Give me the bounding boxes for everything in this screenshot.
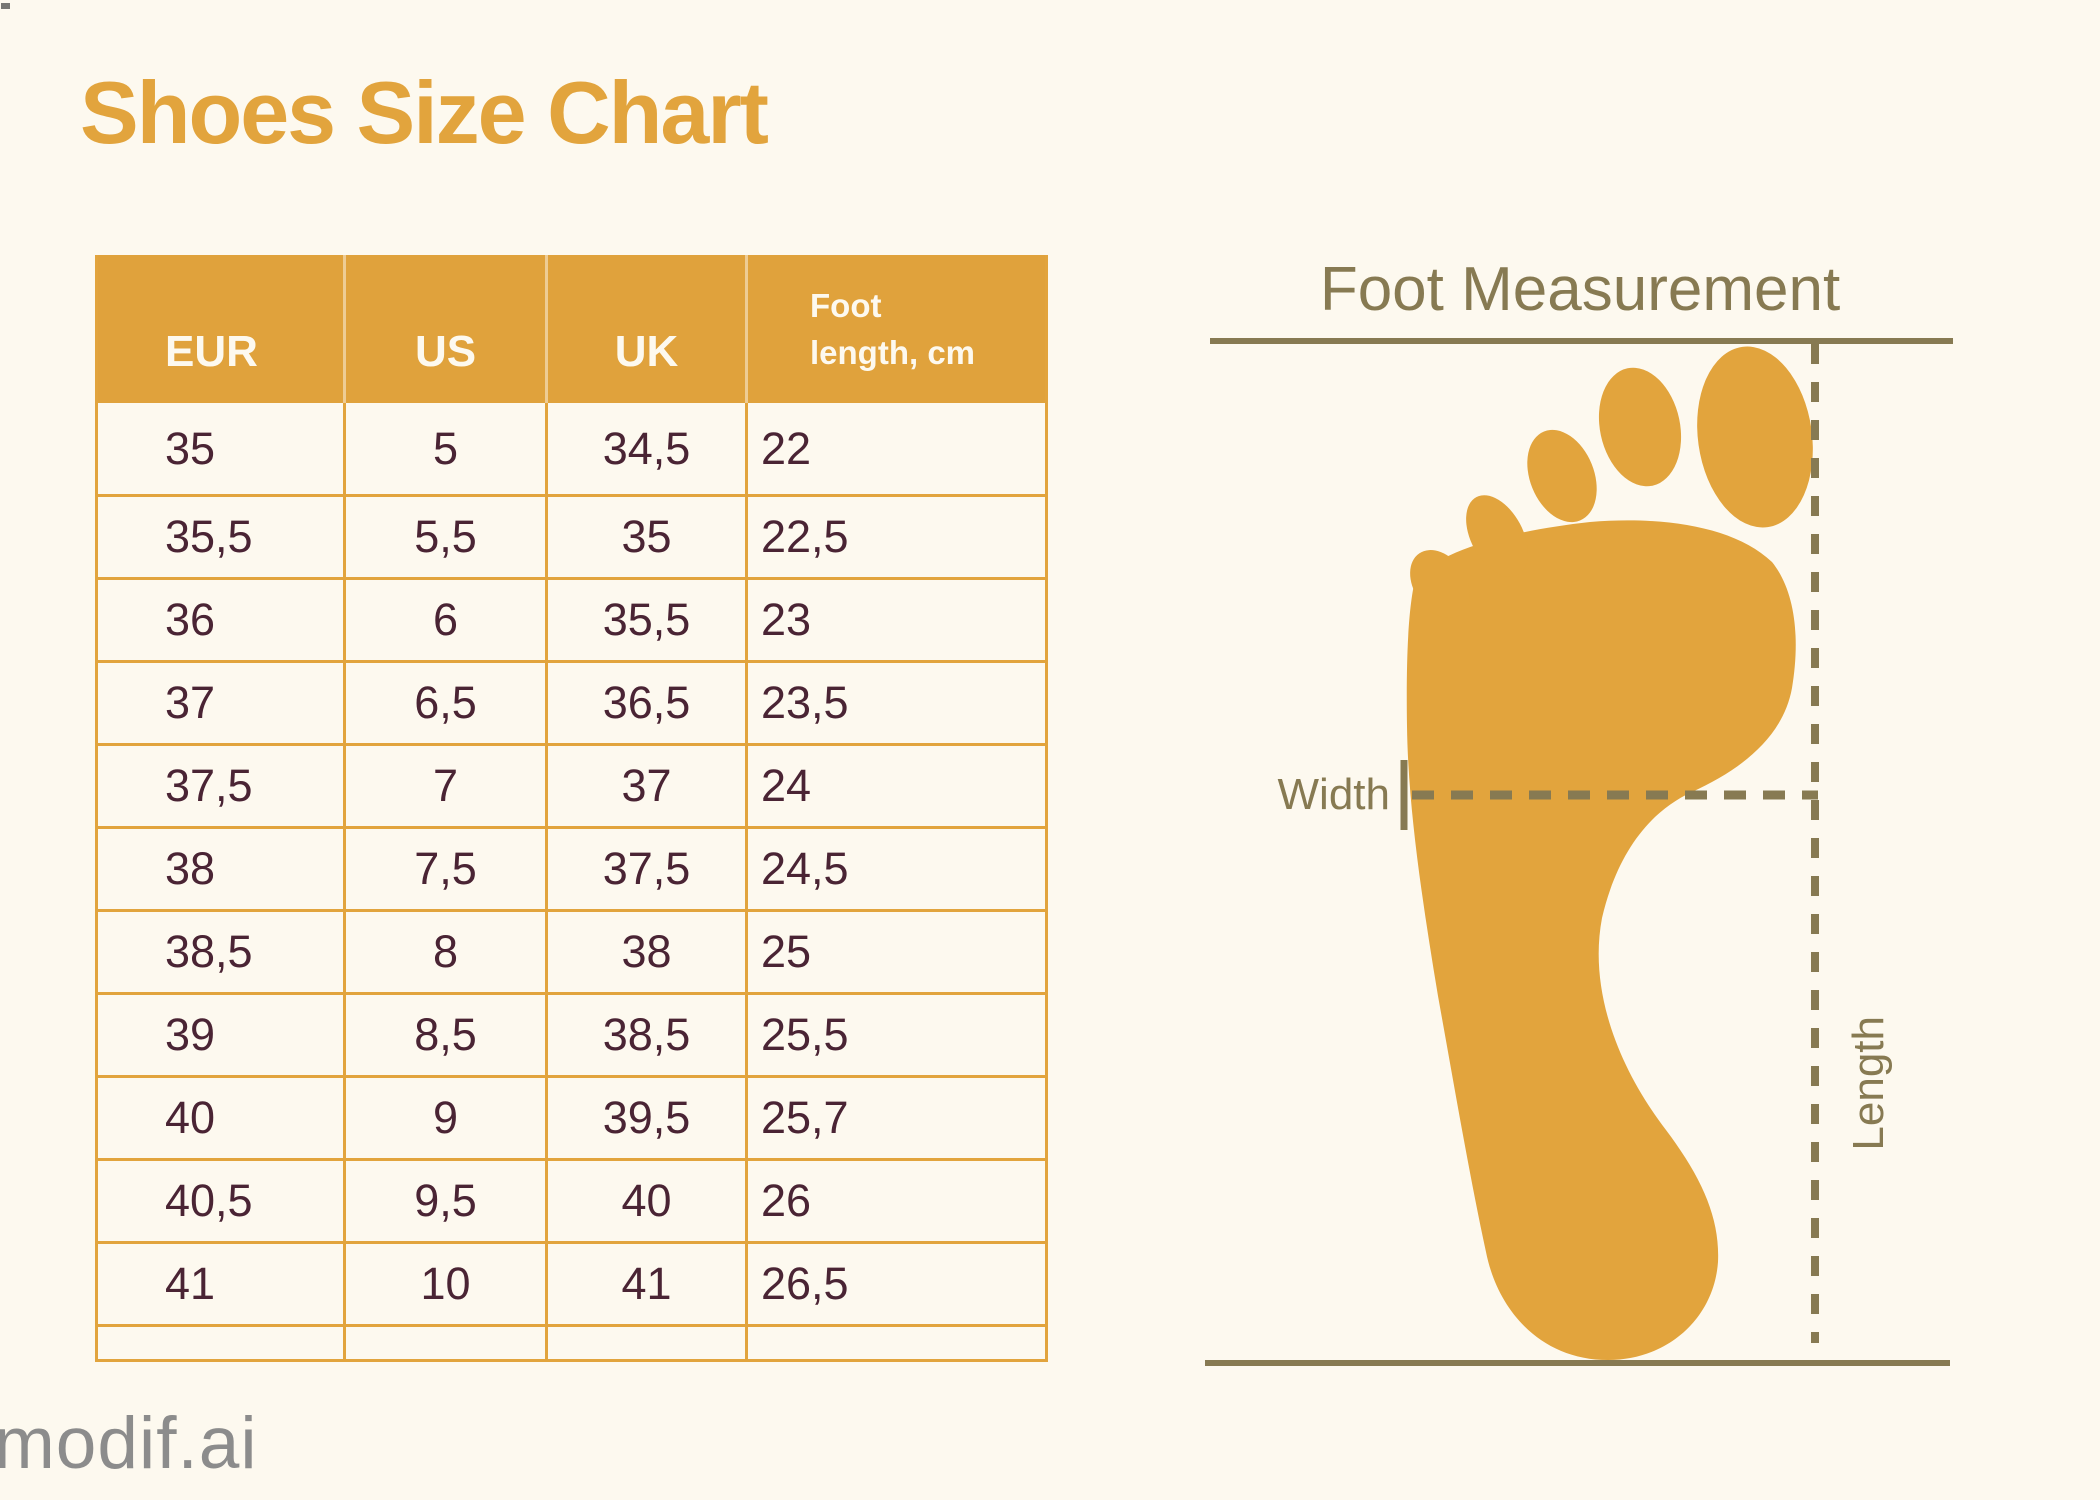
table-cell: 37 (165, 677, 216, 728)
column-header-eur: EUR (165, 327, 258, 376)
watermark: modif.ai (0, 1403, 258, 1484)
column-header-foot-length: Foot length, cm (745, 255, 1045, 403)
third-toe (1527, 429, 1597, 523)
table-cell: 40 (545, 1161, 745, 1241)
table-cell: 35 (165, 422, 216, 474)
table-spacer-cell (545, 1327, 745, 1362)
table-cell: 38,5 (545, 995, 745, 1075)
table-cell: 25 (745, 912, 1045, 992)
table-spacer-row (98, 1327, 1045, 1362)
table-cell: 7,5 (343, 829, 545, 909)
table-cell: 26 (745, 1161, 1045, 1241)
table-row: 40,5 9,5 40 26 (98, 1161, 1045, 1244)
foot-measurement-bottom-rule (1205, 1360, 1950, 1366)
table-cell: 39 (165, 1009, 216, 1060)
table-cell: 35 (545, 497, 745, 577)
table-row: 35,5 5,5 35 22,5 (98, 497, 1045, 580)
table-cell: 37 (545, 746, 745, 826)
footprint-shape (1406, 346, 1813, 1360)
table-row: 38 7,5 37,5 24,5 (98, 829, 1045, 912)
table-cell: 9 (343, 1078, 545, 1158)
table-row: 38,5 8 38 25 (98, 912, 1045, 995)
column-header-foot-length-label: Foot length, cm (810, 287, 976, 371)
foot-sole (1406, 520, 1796, 1360)
table-cell: 40 (165, 1092, 216, 1143)
little-toe (1410, 550, 1470, 618)
column-header-uk: UK (545, 255, 745, 403)
big-toe (1697, 346, 1813, 528)
table-cell: 41 (165, 1258, 216, 1309)
table-cell: 9,5 (343, 1161, 545, 1241)
table-cell: 10 (343, 1244, 545, 1324)
table-cell: 22,5 (745, 497, 1045, 577)
table-cell: 8 (343, 912, 545, 992)
size-table: EUR US UK Foot length, cm 35 5 34,5 22 35,5 5… (95, 255, 1048, 1362)
foot-measurement-top-rule (1210, 338, 1953, 344)
table-cell: 8,5 (343, 995, 545, 1075)
table-cell: 23 (745, 580, 1045, 660)
width-label: Width (1277, 770, 1390, 819)
table-row: 40 9 39,5 25,7 (98, 1078, 1045, 1161)
table-spacer-cell (745, 1327, 1045, 1362)
table-cell: 25,5 (745, 995, 1045, 1075)
table-spacer-cell (98, 1327, 343, 1362)
table-cell: 25,7 (745, 1078, 1045, 1158)
corner-artifact (1, 3, 10, 9)
table-cell: 5 (343, 403, 545, 494)
footprint-illustration (1400, 344, 1819, 1360)
table-spacer-cell (343, 1327, 545, 1362)
size-table-body: 35 5 34,5 22 35,5 5,5 35 22,5 36 6 35,5 23 37 6,5 36,5… (98, 403, 1045, 1327)
table-cell: 39,5 (545, 1078, 745, 1158)
length-label: Length (1844, 1016, 1893, 1151)
table-cell: 35,5 (165, 511, 253, 562)
table-cell: 41 (545, 1244, 745, 1324)
table-cell: 36 (165, 594, 216, 645)
table-cell: 37,5 (165, 760, 253, 811)
second-toe (1598, 367, 1682, 487)
foot-measurement-title: Foot Measurement (1319, 255, 1841, 324)
table-cell: 35,5 (545, 580, 745, 660)
table-row: 37,5 7 37 24 (98, 746, 1045, 829)
table-cell: 38 (165, 843, 216, 894)
table-cell: 36,5 (545, 663, 745, 743)
table-cell: 40,5 (165, 1175, 253, 1226)
table-cell: 5,5 (343, 497, 545, 577)
table-cell: 6,5 (343, 663, 545, 743)
page-title: Shoes Size Chart (80, 63, 769, 162)
table-cell: 6 (343, 580, 545, 660)
column-header-us: US (343, 255, 545, 403)
size-table-header: EUR US UK Foot length, cm (98, 255, 1045, 403)
table-row: 37 6,5 36,5 23,5 (98, 663, 1045, 746)
table-row: 35 5 34,5 22 (98, 403, 1045, 497)
table-cell: 26,5 (745, 1244, 1045, 1324)
table-cell: 24,5 (745, 829, 1045, 909)
table-cell: 38,5 (165, 926, 253, 977)
measurement-guides (1400, 344, 1819, 1343)
table-cell: 23,5 (745, 663, 1045, 743)
table-cell: 24 (745, 746, 1045, 826)
table-row: 39 8,5 38,5 25,5 (98, 995, 1045, 1078)
table-cell: 37,5 (545, 829, 745, 909)
table-row: 36 6 35,5 23 (98, 580, 1045, 663)
table-cell: 7 (343, 746, 545, 826)
table-row: 41 10 41 26,5 (98, 1244, 1045, 1327)
table-cell: 38 (545, 912, 745, 992)
fourth-toe (1466, 495, 1528, 577)
table-cell: 34,5 (545, 403, 745, 494)
table-cell: 22 (745, 403, 1045, 494)
